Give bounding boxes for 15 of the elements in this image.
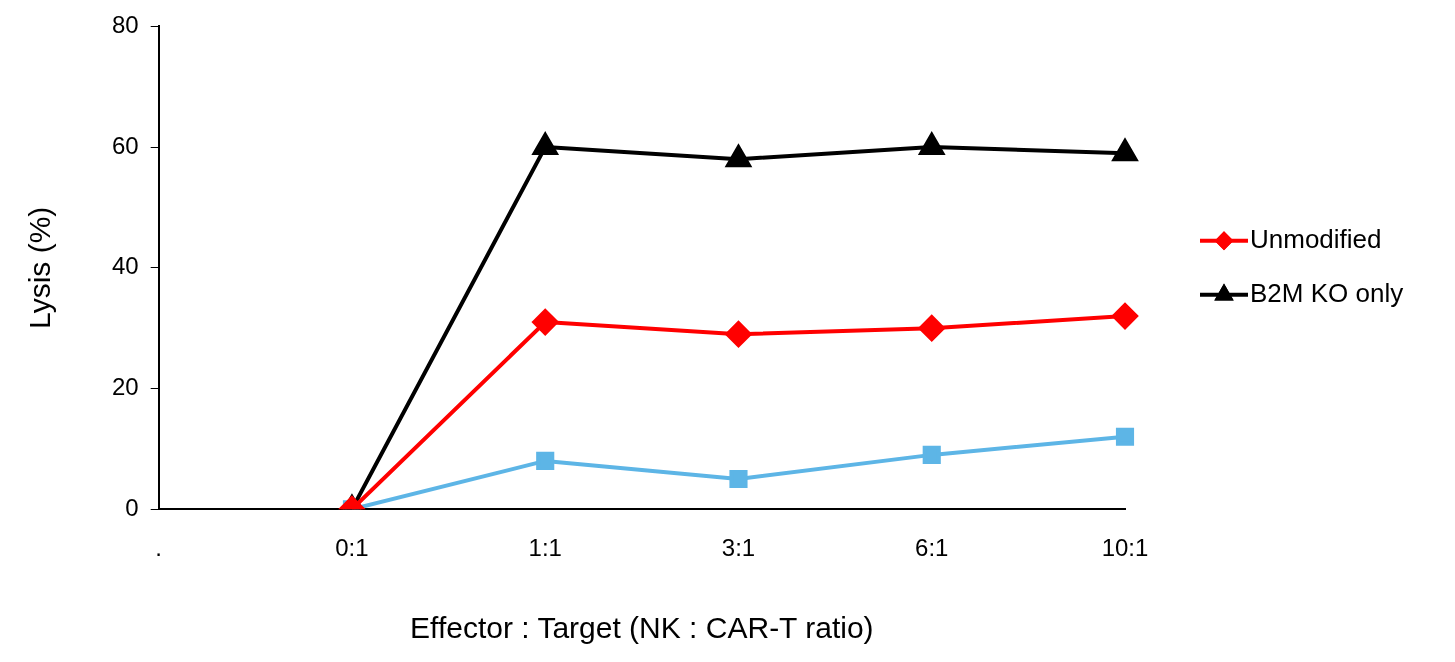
y-tick-label: 80 xyxy=(111,11,139,39)
x-tick-label: 6:1 xyxy=(915,534,949,562)
y-tick-label: 40 xyxy=(111,252,139,280)
x-tick-label: 10:1 xyxy=(1101,534,1149,562)
x-tick-label: 3:1 xyxy=(721,534,756,562)
y-tick-label: 0 xyxy=(125,493,139,521)
x-tick-label: 0:1 xyxy=(335,534,369,562)
y-tick-label: 60 xyxy=(111,131,139,159)
y-axis-title: Lysis (%) xyxy=(23,206,57,329)
x-axis-title: Effector : Target (NK : CAR-T ratio) xyxy=(410,611,874,645)
x-tick-label: 1:1 xyxy=(528,534,562,562)
legend-label: B2M KO only xyxy=(1250,277,1404,308)
y-tick-label: 20 xyxy=(111,373,139,401)
legend-label: Unmodified xyxy=(1250,223,1382,254)
x-tick-label: . xyxy=(155,534,163,562)
